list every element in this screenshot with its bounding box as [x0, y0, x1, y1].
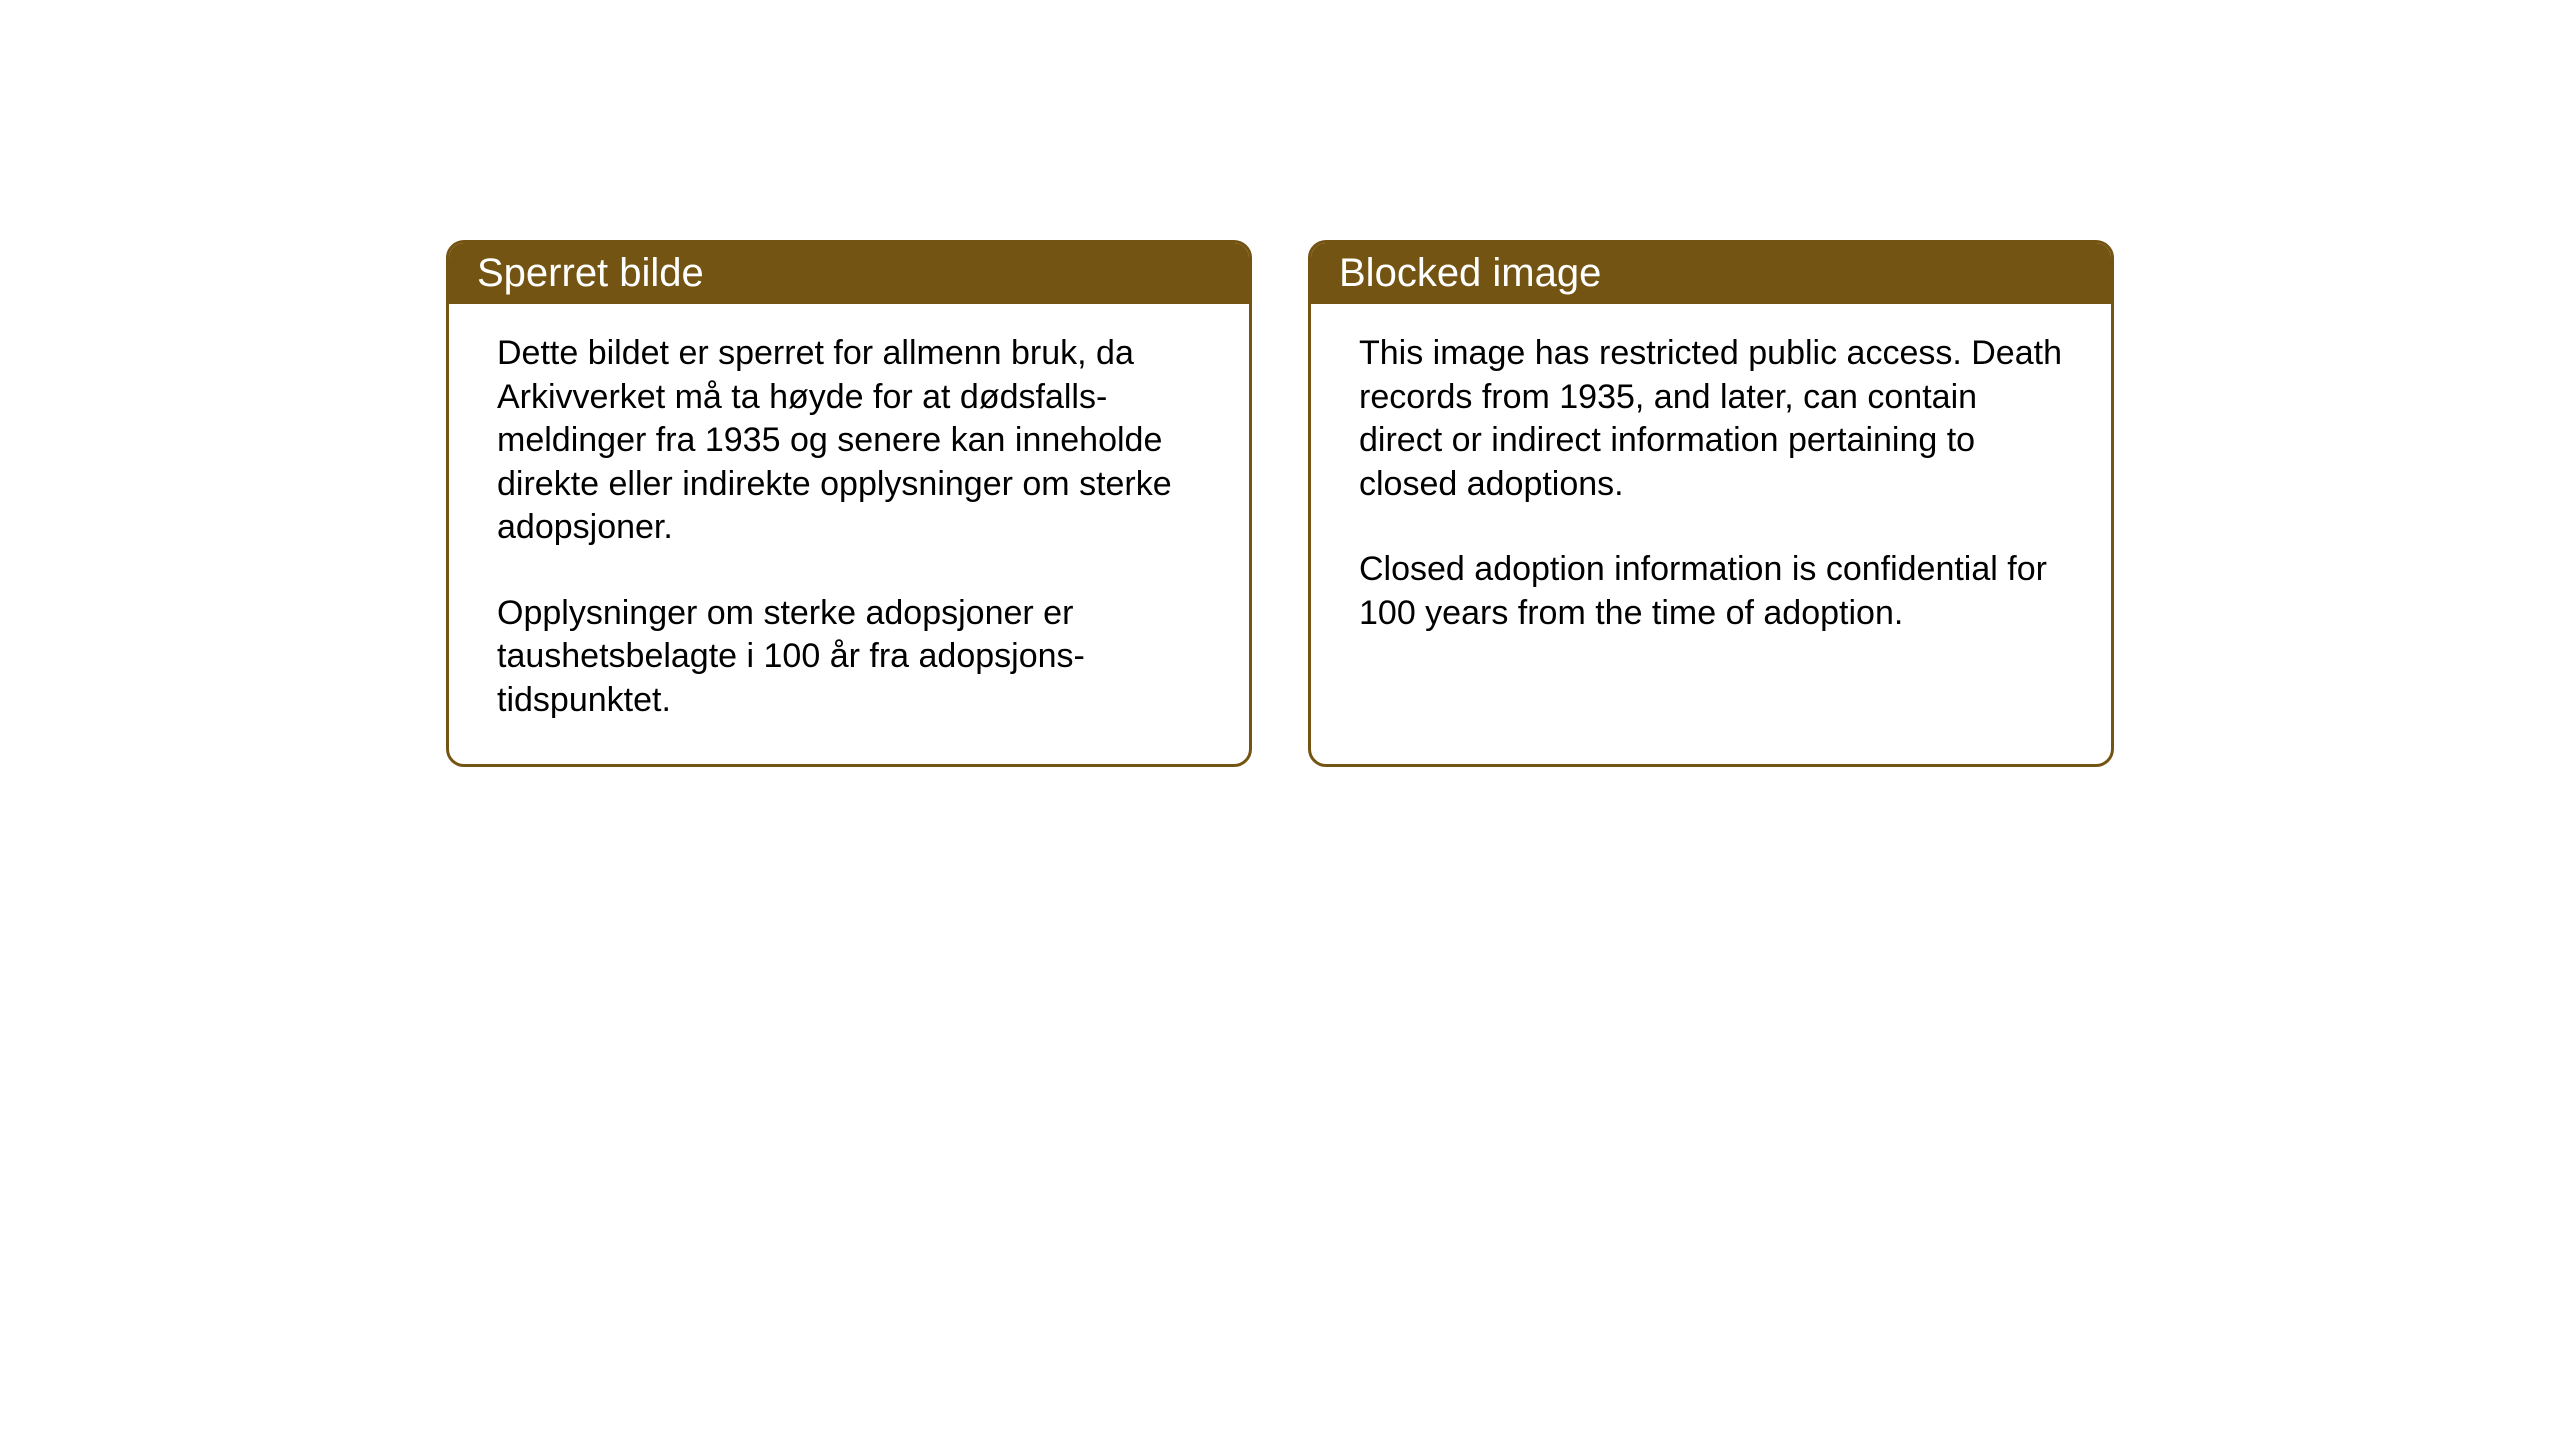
- notice-body-norwegian: Dette bildet er sperret for allmenn bruk…: [449, 304, 1249, 764]
- notice-paragraph: Opplysninger om sterke adopsjoner er tau…: [497, 592, 1201, 723]
- notice-paragraph: Dette bildet er sperret for allmenn bruk…: [497, 332, 1201, 550]
- notice-box-norwegian: Sperret bilde Dette bildet er sperret fo…: [446, 240, 1252, 767]
- notice-header-english: Blocked image: [1311, 243, 2111, 304]
- notice-box-english: Blocked image This image has restricted …: [1308, 240, 2114, 767]
- notice-container: Sperret bilde Dette bildet er sperret fo…: [446, 240, 2114, 767]
- notice-body-english: This image has restricted public access.…: [1311, 304, 2111, 677]
- notice-paragraph: This image has restricted public access.…: [1359, 332, 2063, 506]
- notice-header-norwegian: Sperret bilde: [449, 243, 1249, 304]
- notice-paragraph: Closed adoption information is confident…: [1359, 548, 2063, 635]
